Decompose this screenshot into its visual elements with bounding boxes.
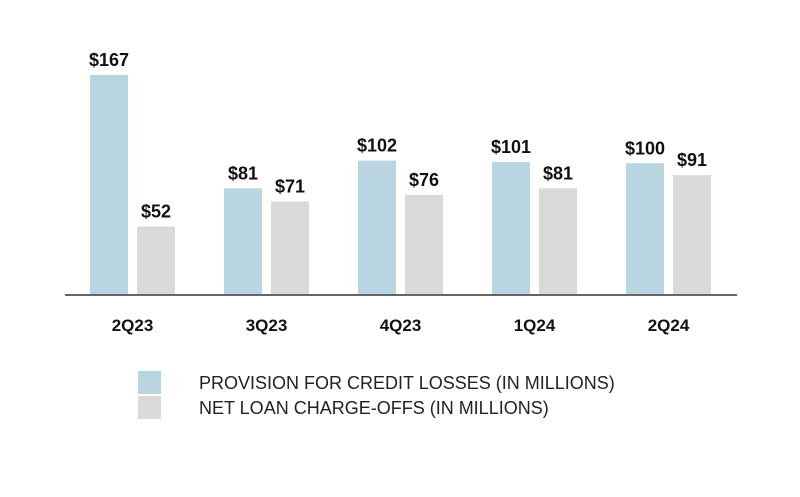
x-tick-label-3q23: 3Q23 [246, 316, 288, 335]
x-tick-label-1q24: 1Q24 [514, 316, 556, 335]
bar-3q23-series-2 [271, 201, 309, 295]
bar-4q23-series-2 [405, 194, 443, 295]
legend-label-series-1: PROVISION FOR CREDIT LOSSES (IN MILLIONS… [199, 373, 615, 393]
legend-swatch-series-2 [138, 396, 161, 419]
x-tick-label-2q24: 2Q24 [648, 316, 690, 335]
value-label-4q23-series-1: $102 [357, 136, 397, 156]
value-label-4q23-series-2: $76 [409, 170, 439, 190]
bar-2q24-series-2 [673, 175, 711, 295]
value-label-1q24-series-1: $101 [491, 137, 531, 157]
value-label-2q24-series-2: $91 [677, 150, 707, 170]
bar-2q24-series-1 [626, 163, 664, 295]
value-label-2q23-series-2: $52 [141, 201, 171, 221]
bar-3q23-series-1 [224, 188, 262, 295]
bar-1q24-series-1 [492, 161, 530, 295]
legend: PROVISION FOR CREDIT LOSSES (IN MILLIONS… [138, 371, 615, 419]
bar-4q23-series-1 [358, 160, 396, 295]
x-tick-label-2q23: 2Q23 [112, 316, 154, 335]
bar-1q24-series-2 [539, 188, 577, 295]
x-tick-labels-group: 2Q23 3Q23 4Q23 1Q24 2Q24 [112, 316, 690, 335]
value-label-2q23-series-1: $167 [89, 50, 129, 70]
bar-2q23-series-2 [137, 226, 175, 295]
value-label-3q23-series-1: $81 [228, 163, 258, 183]
legend-swatch-series-1 [138, 371, 161, 394]
bars-group [90, 75, 711, 295]
bar-2q23-series-1 [90, 75, 128, 295]
value-label-2q24-series-1: $100 [625, 138, 665, 158]
value-label-1q24-series-2: $81 [543, 163, 573, 183]
legend-label-series-2: NET LOAN CHARGE-OFFS (IN MILLIONS) [199, 398, 549, 418]
x-tick-label-4q23: 4Q23 [380, 316, 422, 335]
value-labels-group: $167 $52 $81 $71 $102 $76 $101 $81 $100 $91 [89, 50, 707, 221]
value-label-3q23-series-2: $71 [275, 176, 305, 196]
